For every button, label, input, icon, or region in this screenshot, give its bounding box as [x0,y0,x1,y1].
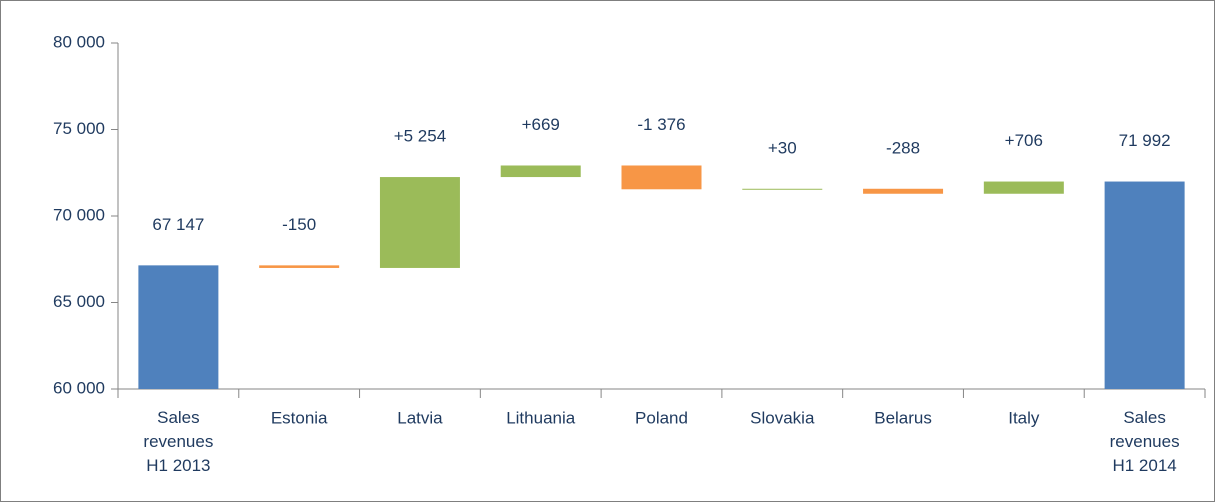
x-tick-label: Lithuania [506,408,576,427]
x-tick-label: Belarus [874,408,932,427]
x-tick-label: Sales revenues H1 2013 [143,408,213,475]
value-label: +669 [522,115,560,134]
value-label: -1 376 [637,115,685,134]
bar [983,181,1064,194]
value-label: +5 254 [394,127,446,146]
bar [742,188,823,190]
bar [379,177,460,268]
value-label: -150 [282,215,316,234]
y-tick-label: 75 000 [53,119,105,138]
y-tick-label: 70 000 [53,205,105,224]
x-tick-label: Sales revenues H1 2014 [1110,408,1180,475]
bar [138,265,219,389]
x-tick-label: Estonia [271,408,328,427]
bar [259,265,340,268]
value-label: -288 [886,138,920,157]
bar [500,165,581,178]
x-tick-label: Slovakia [750,408,815,427]
y-tick-label: 65 000 [53,292,105,311]
bar [1104,181,1185,389]
bar [863,188,944,194]
bar [621,165,702,190]
value-label: +706 [1005,131,1043,150]
value-label: 71 992 [1119,131,1171,150]
y-tick-label: 80 000 [53,32,105,51]
x-tick-label: Latvia [397,408,443,427]
x-tick-label: Italy [1008,408,1040,427]
y-tick-label: 60 000 [53,378,105,397]
value-label: +30 [768,138,797,157]
value-label: 67 147 [152,215,204,234]
x-tick-label: Poland [635,408,688,427]
